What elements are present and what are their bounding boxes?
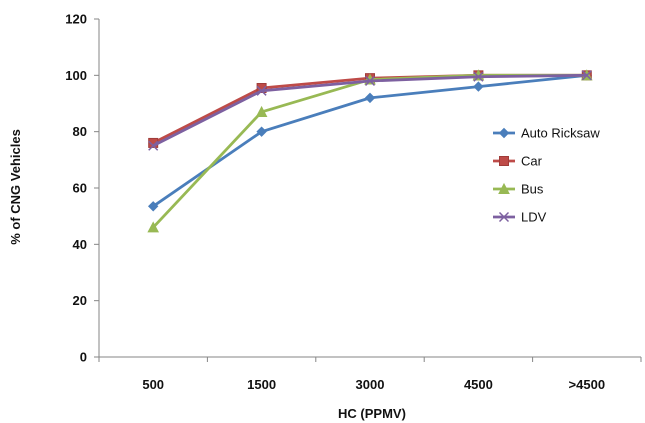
- data-point: [364, 92, 376, 104]
- x-tick-label: 3000: [356, 377, 385, 392]
- data-point: [256, 85, 267, 96]
- data-point: [147, 201, 159, 212]
- y-tick-label: 20: [73, 293, 87, 308]
- legend: Auto Ricksaw Car Bus LDV: [493, 126, 600, 225]
- x-tick-label: >4500: [569, 377, 606, 392]
- legend-item: Car: [493, 154, 543, 169]
- axes: 0 20 40 60 80 100 120 500 1500 3000 4500 >4500: [65, 12, 642, 392]
- y-axis-title: % of CNG Vehicles: [8, 129, 23, 245]
- data-point: [256, 126, 267, 137]
- data-point: [255, 105, 268, 117]
- y-tick-label: 100: [65, 68, 87, 83]
- legend-item: Auto Ricksaw: [493, 126, 600, 141]
- series-group: [147, 69, 593, 233]
- data-point: [473, 81, 484, 92]
- y-tick-label: 40: [73, 237, 87, 252]
- data-point: [148, 140, 159, 151]
- x-tick-label: 4500: [464, 377, 493, 392]
- data-point: [147, 221, 160, 233]
- y-tick-label: 60: [73, 181, 87, 196]
- legend-label: Car: [521, 154, 543, 169]
- x-tick-label: 1500: [247, 377, 276, 392]
- y-tick-label: 0: [80, 350, 87, 365]
- data-point: [581, 70, 592, 81]
- x-axis-title: HC (PPMV): [338, 406, 406, 421]
- legend-label: Bus: [521, 182, 544, 197]
- series-ldv: [148, 70, 592, 151]
- data-point: [364, 75, 376, 86]
- data-point: [256, 83, 267, 94]
- legend-item: Bus: [493, 182, 544, 197]
- legend-marker: [498, 182, 510, 194]
- legend-marker: [498, 127, 510, 139]
- data-point: [473, 71, 484, 82]
- legend-label: LDV: [521, 210, 547, 225]
- x-tick-label: 500: [142, 377, 164, 392]
- y-tick-label: 120: [65, 12, 87, 27]
- legend-marker: [498, 211, 510, 223]
- legend-marker: [499, 156, 509, 166]
- y-tick-label: 80: [73, 124, 87, 139]
- legend-item: LDV: [493, 210, 547, 225]
- legend-label: Auto Ricksaw: [521, 126, 600, 141]
